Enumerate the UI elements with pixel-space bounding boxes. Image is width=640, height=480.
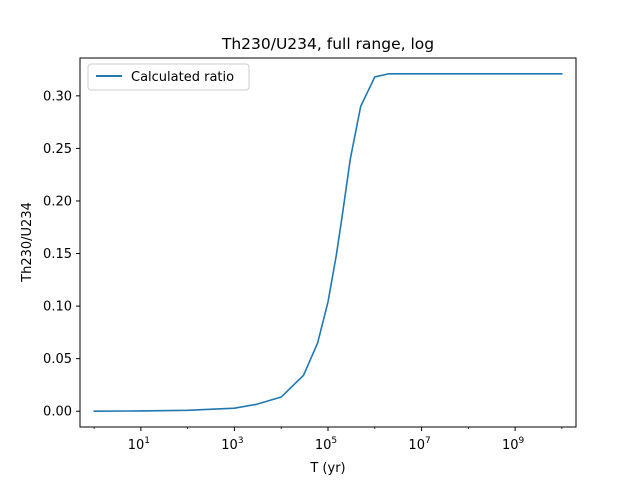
x-tick-label: 101 — [128, 436, 150, 453]
legend: Calculated ratio — [87, 63, 250, 91]
x-tick-label: 109 — [502, 436, 525, 453]
y-axis: 0.00 0.05 0.10 0.15 0.20 0.25 0.30 — [43, 89, 80, 420]
x-axis-label: T (yr) — [309, 461, 345, 476]
y-tick-label: 0.00 — [43, 405, 72, 420]
y-tick-label: 0.20 — [43, 194, 72, 209]
y-tick-label: 0.25 — [43, 142, 72, 157]
legend-box — [87, 63, 250, 91]
y-axis-label: Th230/U234 — [20, 202, 35, 283]
y-tick-label: 0.10 — [43, 300, 72, 315]
y-tick-label: 0.15 — [43, 247, 72, 262]
x-tick-label: 103 — [221, 436, 243, 453]
series-line-0 — [93, 72, 563, 413]
y-tick-label: 0.30 — [43, 89, 72, 104]
plot-background — [80, 58, 576, 427]
x-tick-label: 105 — [315, 436, 337, 453]
plot-area — [79, 57, 577, 428]
legend-label: Calculated ratio — [131, 70, 234, 85]
series-layer — [93, 72, 563, 413]
y-tick-label: 0.05 — [43, 352, 72, 367]
x-tick-label: 107 — [408, 436, 430, 453]
chart-title: Th230/U234, full range, log — [221, 35, 434, 53]
x-axis: 101 103 105 107 109 — [93, 427, 563, 453]
